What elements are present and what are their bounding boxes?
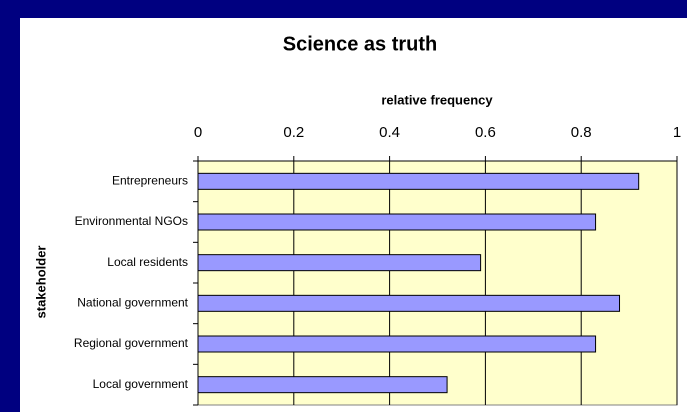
bar: [197, 213, 597, 231]
x-tick-label: 0.6: [475, 124, 496, 141]
y-tick-label: Regional government: [74, 336, 189, 350]
y-axis-title: stakeholder: [33, 246, 48, 319]
y-tick-label: Local government: [93, 377, 189, 391]
bar: [197, 172, 640, 190]
x-tick-label: 0.8: [571, 124, 592, 141]
x-tick-label: 1: [673, 124, 681, 141]
y-tick-label: Entrepreneurs: [112, 174, 188, 188]
bar: [197, 376, 448, 394]
plot-area: [197, 160, 678, 406]
chart-title: Science as truth: [283, 33, 438, 55]
x-tick-label: 0.2: [283, 124, 304, 141]
y-tick-label: Local residents: [107, 255, 188, 269]
x-tick-label: 0.4: [379, 124, 400, 141]
x-tick-label: 0: [194, 124, 202, 141]
bar: [197, 335, 597, 353]
y-tick-label: National government: [77, 296, 188, 310]
bar: [197, 294, 621, 312]
bar: [197, 254, 482, 272]
y-tick-label: Environmental NGOs: [75, 214, 188, 228]
x-axis-title: relative frequency: [381, 92, 493, 107]
